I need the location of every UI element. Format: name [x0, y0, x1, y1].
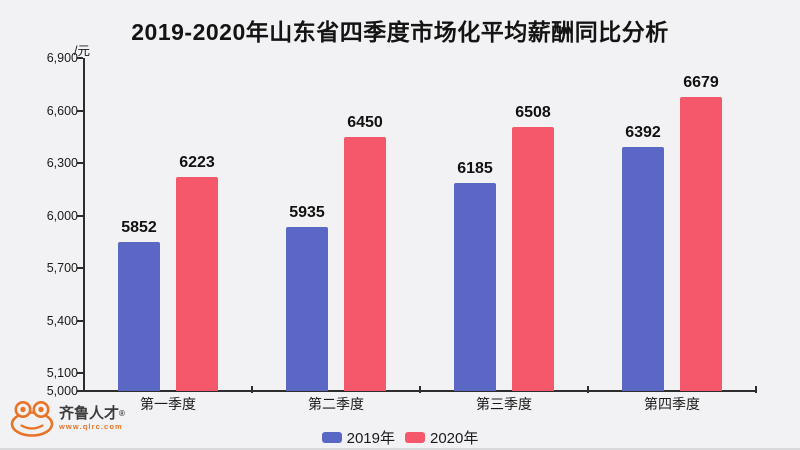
- y-axis-tick-label: 5,000: [46, 384, 78, 398]
- bar-2020年-第一季度: [176, 176, 218, 391]
- brand-watermark: 齐鲁人才® www.qlrc.com: [9, 399, 125, 437]
- bar-2020年-第四季度: [680, 96, 722, 391]
- bar-value-label: 6223: [179, 153, 215, 171]
- chart-title: 2019-2020年山东省四季度市场化平均薪酬同比分析: [131, 19, 669, 45]
- legend-swatch: [321, 432, 342, 443]
- x-axis-category-label: 第三季度: [476, 396, 532, 412]
- y-axis-tick: [77, 267, 83, 270]
- x-axis-tick: [251, 386, 253, 393]
- legend-item-2020年: 2020年: [405, 427, 478, 448]
- y-axis-tick: [77, 319, 83, 322]
- y-axis-tick: [77, 162, 83, 165]
- bar-2019年-第四季度: [622, 147, 664, 391]
- bar-2019年-第二季度: [286, 227, 328, 391]
- y-axis-tick-label: 6,300: [46, 156, 78, 171]
- x-axis-tick: [755, 386, 757, 393]
- legend: 2019年 2020年: [0, 427, 800, 448]
- bar-value-label: 6508: [515, 103, 551, 121]
- bar-2020年-第三季度: [512, 126, 554, 391]
- x-axis-category-label: 第一季度: [140, 396, 196, 412]
- bar-value-label: 6450: [347, 113, 383, 131]
- y-axis-tick-label: 5,400: [46, 313, 78, 328]
- y-axis-tick-label: 6,600: [46, 103, 78, 118]
- y-axis-tick: [77, 390, 83, 392]
- y-axis-tick: [77, 214, 83, 217]
- legend-swatch: [405, 432, 425, 443]
- y-axis-tick-label: 6,900: [46, 51, 78, 65]
- y-axis-line: [83, 58, 85, 392]
- x-axis-tick: [419, 386, 421, 393]
- frog-logo-icon: [10, 401, 54, 437]
- bar-value-label: 6679: [683, 73, 719, 91]
- brand-name: 齐鲁人才®: [59, 405, 125, 422]
- y-axis-tick: [77, 57, 83, 59]
- y-axis-tick: [77, 372, 83, 375]
- bar-value-label: 6185: [457, 160, 493, 178]
- y-axis-tick-label: 5,700: [46, 261, 78, 276]
- y-axis-tick: [77, 109, 83, 112]
- bar-value-label: 5935: [289, 204, 325, 222]
- y-axis-unit-label: /元: [74, 44, 90, 58]
- x-axis-category-label: 第四季度: [644, 396, 700, 412]
- legend-item-2019年: 2019年: [321, 427, 395, 448]
- brand-text: 齐鲁人才® www.qlrc.com: [59, 405, 125, 431]
- y-axis-tick-label: 6,000: [46, 208, 78, 223]
- bar-2019年-第三季度: [454, 183, 496, 391]
- brand-website: www.qlrc.com: [59, 422, 123, 431]
- legend-label: 2020年: [430, 430, 479, 447]
- bar-2019年-第一季度: [118, 241, 160, 391]
- x-axis-tick: [587, 386, 589, 393]
- bar-2020年-第二季度: [344, 136, 386, 391]
- legend-label: 2019年: [346, 430, 395, 447]
- registered-mark: ®: [119, 409, 125, 418]
- bar-value-label: 5852: [121, 218, 157, 236]
- x-axis-category-label: 第二季度: [308, 396, 364, 412]
- y-axis-tick-label: 5,100: [46, 366, 78, 381]
- bar-value-label: 6392: [625, 124, 661, 142]
